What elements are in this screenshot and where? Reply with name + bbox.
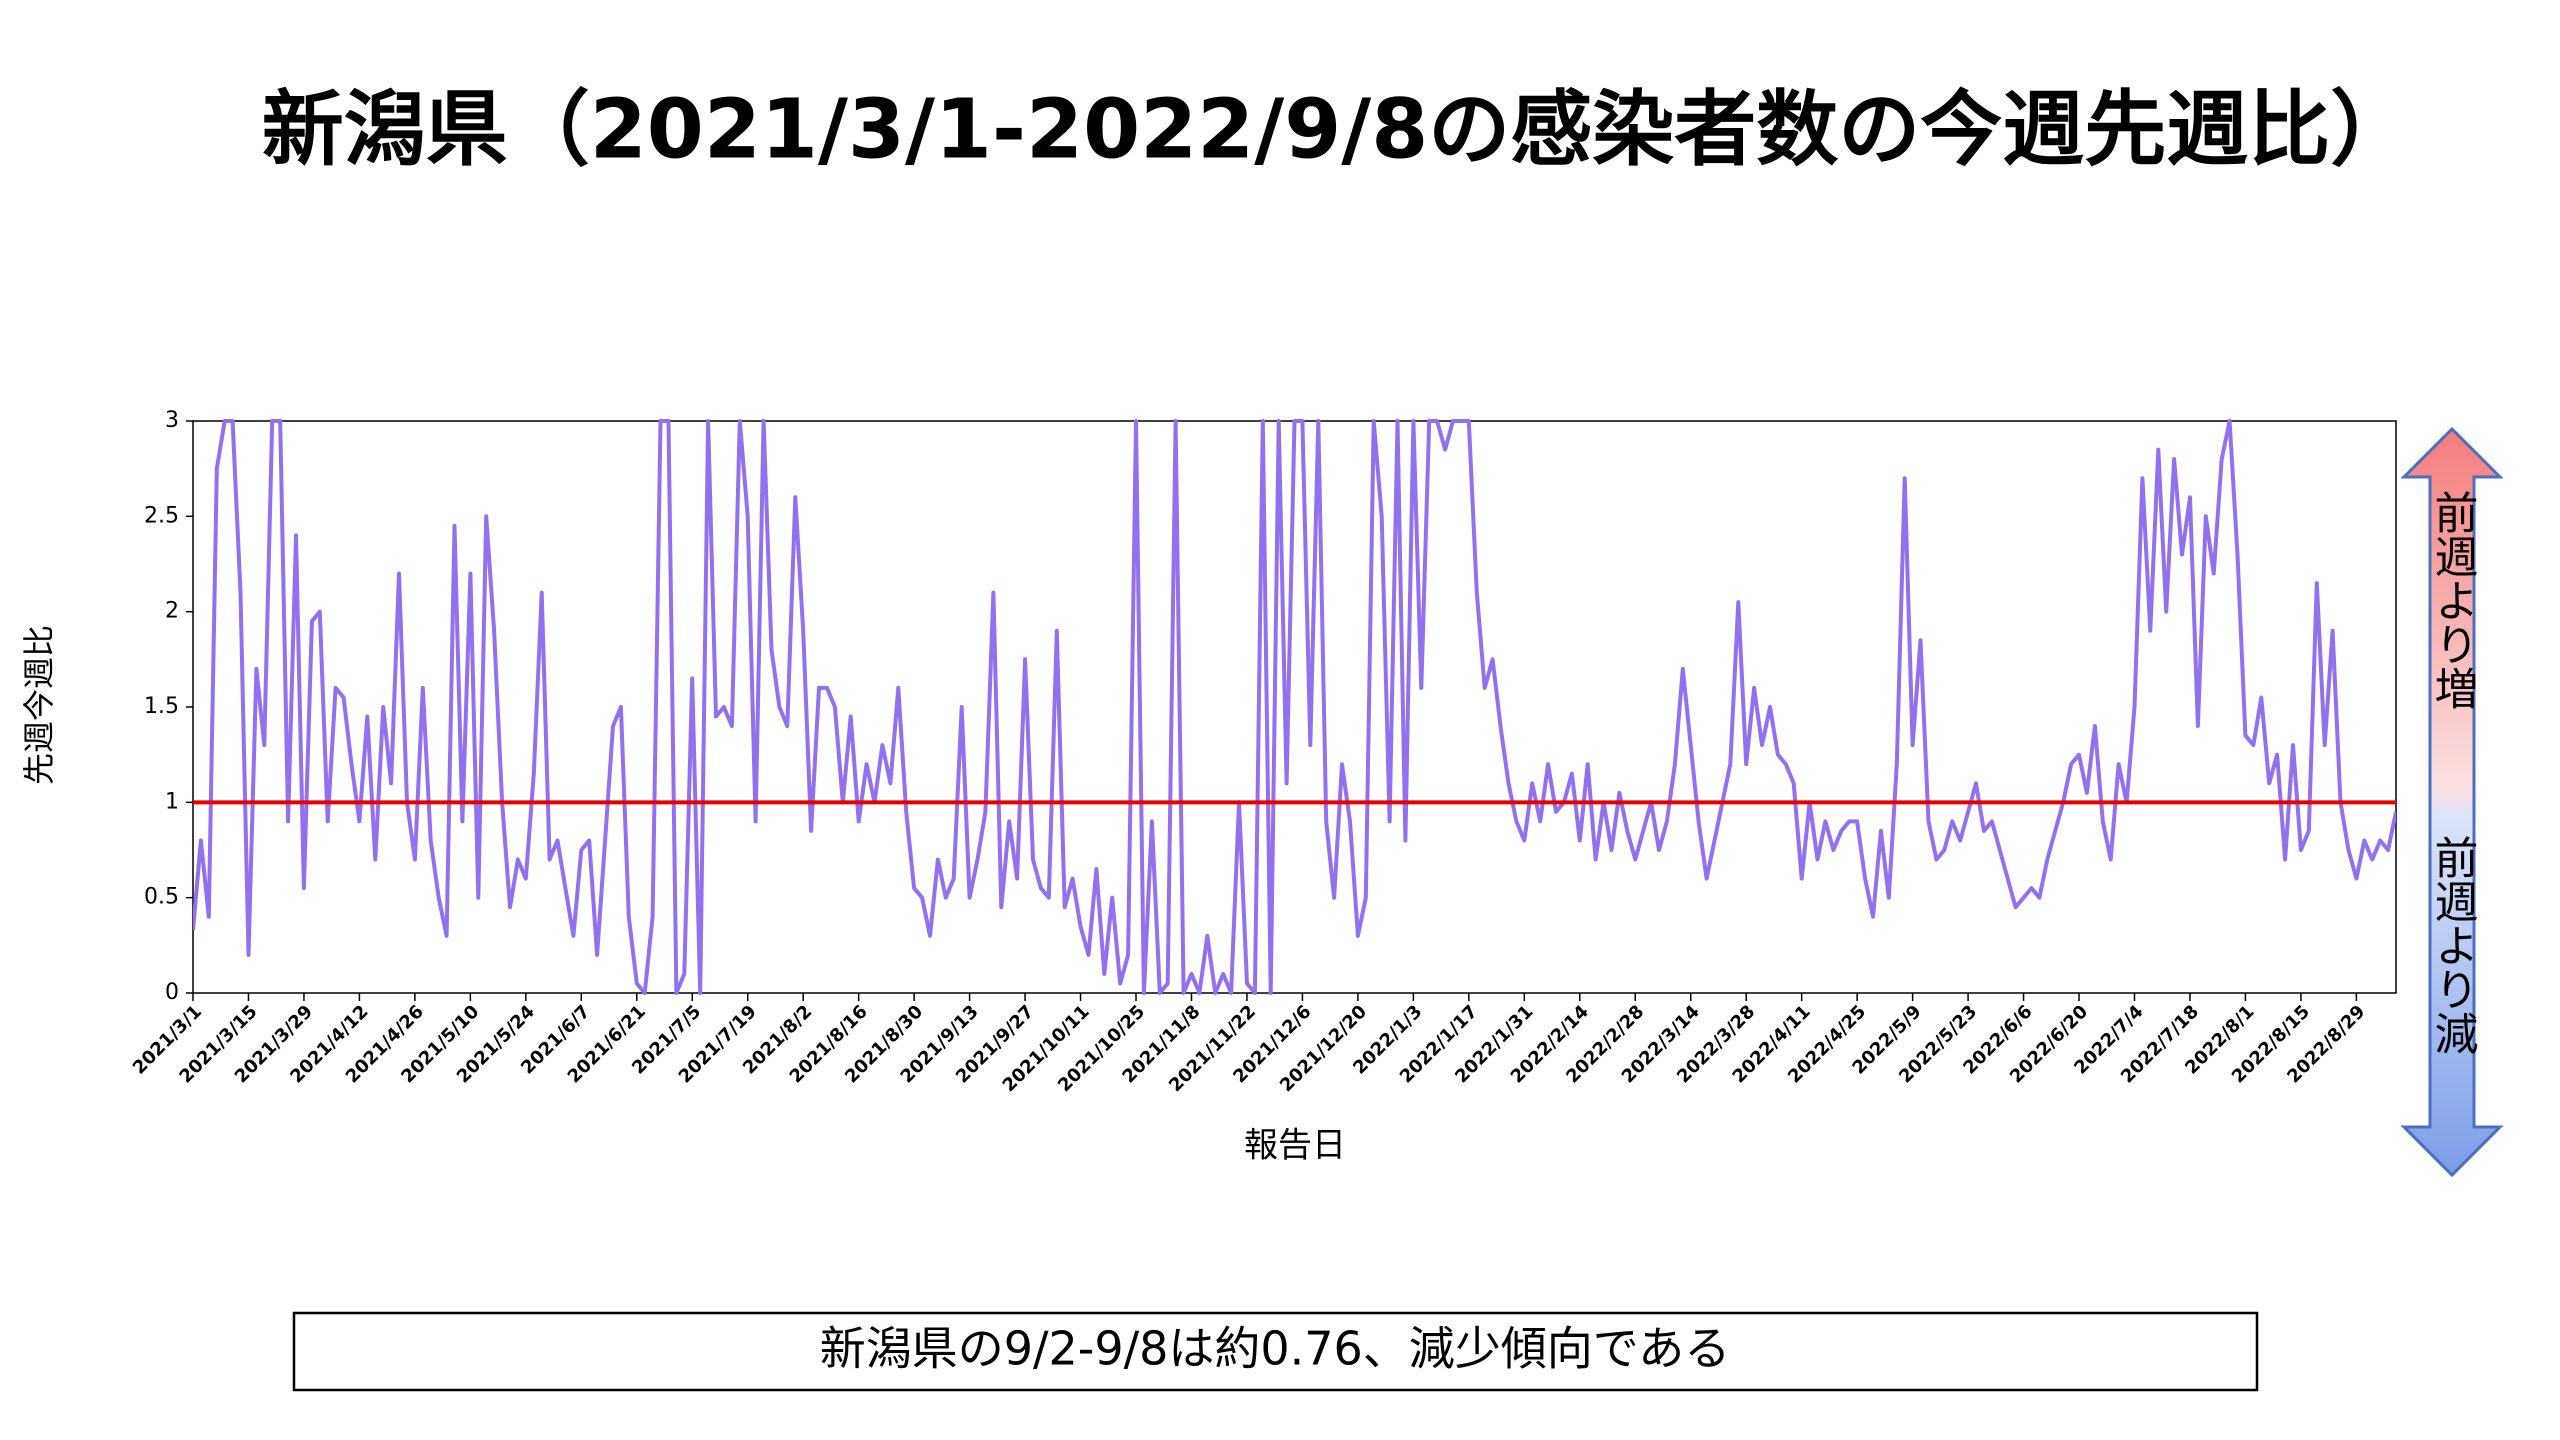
arrow-down-label: 前週より減 xyxy=(2427,835,2478,1055)
annotation-box xyxy=(292,1311,2259,1392)
y-tick-label: 2.5 xyxy=(144,503,179,528)
y-tick-label: 2 xyxy=(165,599,179,624)
arrow-up-label: 前週より増 xyxy=(2427,490,2478,710)
y-tick-label: 3 xyxy=(165,408,179,433)
annotation: 新潟県の9/2-9/8は約0.76、減少傾向である xyxy=(820,1322,1731,1376)
data-line xyxy=(193,419,2396,995)
trend-arrow xyxy=(2400,426,2504,1178)
y-tick-label: 1.5 xyxy=(144,694,179,719)
chart-title: 新潟県（2021/3/1-2022/9/8の感染者数の今週先週比） xyxy=(262,82,2413,177)
y-tick-label: 1 xyxy=(165,789,179,814)
y-tick-label: 0.5 xyxy=(144,885,179,910)
plot-area xyxy=(193,419,2396,995)
x-axis-label: 報告日 xyxy=(1244,1126,1346,1166)
y-tick-label: 0 xyxy=(165,980,179,1005)
y-axis-label: 先週今週比 xyxy=(20,625,58,785)
